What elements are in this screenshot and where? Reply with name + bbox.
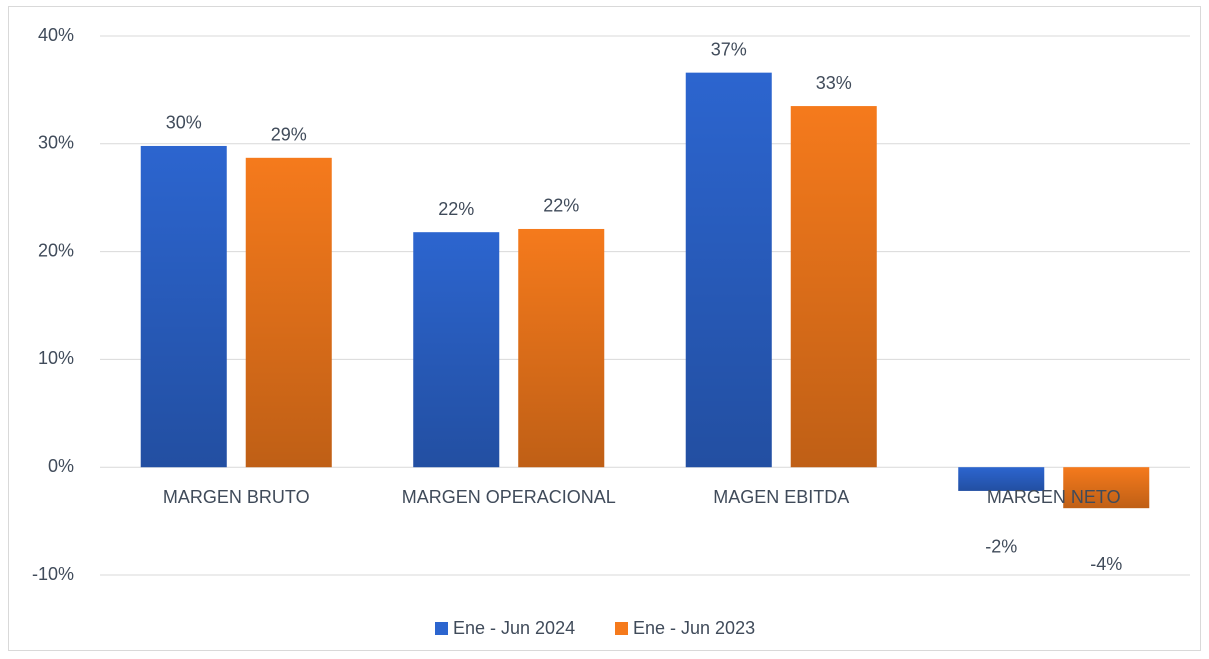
data-label: -4% — [1090, 554, 1122, 574]
data-label: 37% — [711, 39, 747, 59]
y-tick-label: 30% — [38, 133, 74, 153]
bar-shade — [958, 467, 1045, 491]
data-label: 33% — [816, 73, 852, 93]
bar-shade — [1063, 467, 1150, 509]
x-tick-label: MAGEN EBITDA — [713, 487, 849, 507]
legend-label: Ene - Jun 2024 — [453, 618, 575, 638]
y-tick-label: 0% — [48, 456, 74, 476]
bar-shade — [790, 106, 877, 468]
y-tick-label: -10% — [32, 564, 74, 584]
y-tick-label: 40% — [38, 25, 74, 45]
y-tick-label: 10% — [38, 348, 74, 368]
data-label: 22% — [543, 196, 579, 216]
legend-swatch — [435, 622, 448, 635]
x-tick-label: MARGEN OPERACIONAL — [402, 487, 616, 507]
bar-shade — [413, 232, 500, 468]
bar-shade — [245, 157, 332, 468]
x-tick-label: MARGEN NETO — [987, 487, 1121, 507]
legend-swatch — [615, 622, 628, 635]
bar-shade — [140, 145, 227, 468]
bar-shade — [518, 228, 605, 468]
y-tick-label: 20% — [38, 240, 74, 260]
data-label: 22% — [438, 199, 474, 219]
data-label: 29% — [271, 125, 307, 145]
data-label: -2% — [985, 537, 1017, 557]
legend-label: Ene - Jun 2023 — [633, 618, 755, 638]
data-label: 30% — [166, 113, 202, 133]
x-tick-label: MARGEN BRUTO — [163, 487, 310, 507]
bar-shade — [685, 72, 772, 468]
